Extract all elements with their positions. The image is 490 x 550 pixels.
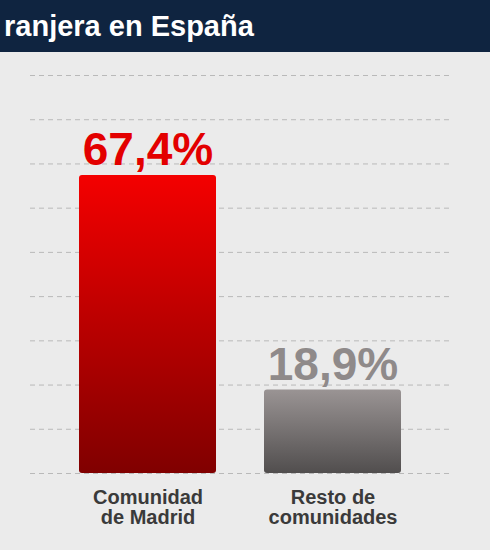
html-text:ranjera en España: ranjera en España bbox=[4, 10, 254, 42]
svg-text:67,4%: 67,4% bbox=[83, 123, 213, 175]
svg-text:Resto decomunidades: Resto decomunidades bbox=[269, 486, 398, 528]
svg-text:18,9%: 18,9% bbox=[268, 338, 398, 390]
svg-text:Comunidadde Madrid: Comunidadde Madrid bbox=[93, 486, 203, 528]
